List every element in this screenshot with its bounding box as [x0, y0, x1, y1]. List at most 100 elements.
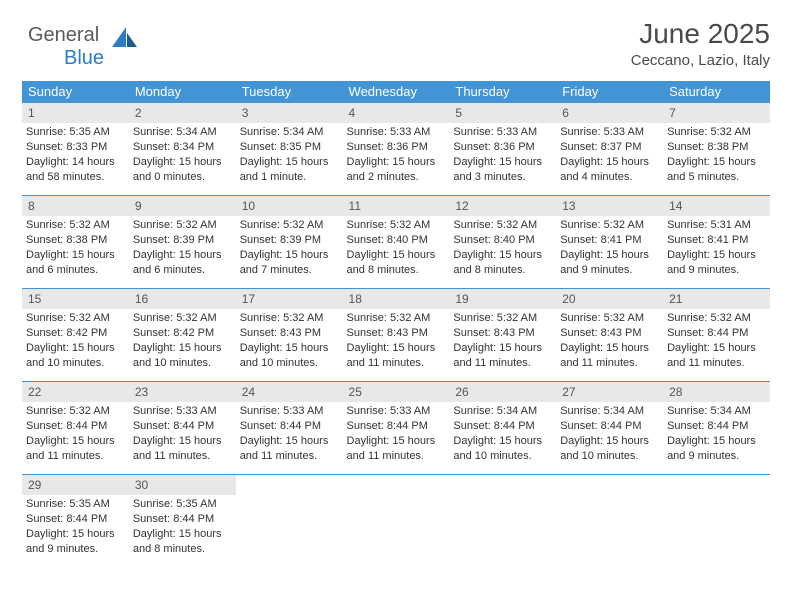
daylight-line: Daylight: 15 hours and 8 minutes.: [347, 248, 446, 278]
day-number: 17: [236, 289, 343, 309]
calendar-day-cell: 12Sunrise: 5:32 AMSunset: 8:40 PMDayligh…: [449, 196, 556, 289]
sunrise-line: Sunrise: 5:35 AM: [133, 497, 232, 512]
sunrise-line: Sunrise: 5:35 AM: [26, 497, 125, 512]
daylight-line: Daylight: 15 hours and 11 minutes.: [26, 434, 125, 464]
day-number: 4: [343, 103, 450, 123]
daylight-line: Daylight: 15 hours and 10 minutes.: [240, 341, 339, 371]
sunset-line: Sunset: 8:42 PM: [26, 326, 125, 341]
brand-line2: Blue: [64, 47, 104, 69]
day-details: Sunrise: 5:32 AMSunset: 8:43 PMDaylight:…: [343, 311, 450, 374]
calendar-week-row: 22Sunrise: 5:32 AMSunset: 8:44 PMDayligh…: [22, 382, 770, 475]
calendar-day-cell: 26Sunrise: 5:34 AMSunset: 8:44 PMDayligh…: [449, 382, 556, 475]
day-number: 5: [449, 103, 556, 123]
sunset-line: Sunset: 8:41 PM: [667, 233, 766, 248]
weekday-header: Friday: [556, 81, 663, 103]
daylight-line: Daylight: 15 hours and 10 minutes.: [26, 341, 125, 371]
calendar-week-row: 1Sunrise: 5:35 AMSunset: 8:33 PMDaylight…: [22, 103, 770, 196]
sunset-line: Sunset: 8:42 PM: [133, 326, 232, 341]
day-number: 24: [236, 382, 343, 402]
day-details: Sunrise: 5:34 AMSunset: 8:44 PMDaylight:…: [449, 404, 556, 467]
day-number: 18: [343, 289, 450, 309]
sunrise-line: Sunrise: 5:33 AM: [453, 125, 552, 140]
calendar-day-cell: 5 Sunrise: 5:33 AMSunset: 8:36 PMDaylight…: [449, 103, 556, 196]
sunset-line: Sunset: 8:44 PM: [26, 419, 125, 434]
calendar-day-cell: 21Sunrise: 5:32 AMSunset: 8:44 PMDayligh…: [663, 289, 770, 382]
daylight-line: Daylight: 15 hours and 10 minutes.: [133, 341, 232, 371]
sunrise-line: Sunrise: 5:34 AM: [560, 404, 659, 419]
day-number: 2: [129, 103, 236, 123]
sunset-line: Sunset: 8:38 PM: [667, 140, 766, 155]
sunset-line: Sunset: 8:39 PM: [240, 233, 339, 248]
day-number: 10: [236, 196, 343, 216]
day-details: Sunrise: 5:35 AMSunset: 8:44 PMDaylight:…: [129, 497, 236, 560]
day-details: Sunrise: 5:32 AMSunset: 8:42 PMDaylight:…: [129, 311, 236, 374]
sunrise-line: Sunrise: 5:32 AM: [133, 311, 232, 326]
calendar-day-cell: [236, 475, 343, 568]
day-number: 27: [556, 382, 663, 402]
weekday-header: Wednesday: [343, 81, 450, 103]
sunset-line: Sunset: 8:44 PM: [133, 512, 232, 527]
sunrise-line: Sunrise: 5:32 AM: [26, 404, 125, 419]
brand-sail-icon: [112, 27, 138, 49]
daylight-line: Daylight: 15 hours and 3 minutes.: [453, 155, 552, 185]
sunrise-line: Sunrise: 5:32 AM: [26, 218, 125, 233]
sunrise-line: Sunrise: 5:32 AM: [667, 125, 766, 140]
day-details: Sunrise: 5:32 AMSunset: 8:43 PMDaylight:…: [236, 311, 343, 374]
day-number: 25: [343, 382, 450, 402]
daylight-line: Daylight: 15 hours and 7 minutes.: [240, 248, 339, 278]
calendar-day-cell: [556, 475, 663, 568]
daylight-line: Daylight: 15 hours and 4 minutes.: [560, 155, 659, 185]
day-details: Sunrise: 5:32 AMSunset: 8:40 PMDaylight:…: [343, 218, 450, 281]
sunrise-line: Sunrise: 5:33 AM: [347, 125, 446, 140]
daylight-line: Daylight: 15 hours and 9 minutes.: [667, 248, 766, 278]
calendar-day-cell: 13Sunrise: 5:32 AMSunset: 8:41 PMDayligh…: [556, 196, 663, 289]
day-number: 15: [22, 289, 129, 309]
daylight-line: Daylight: 15 hours and 2 minutes.: [347, 155, 446, 185]
daylight-line: Daylight: 15 hours and 10 minutes.: [560, 434, 659, 464]
sunrise-line: Sunrise: 5:32 AM: [560, 218, 659, 233]
sunrise-line: Sunrise: 5:32 AM: [453, 311, 552, 326]
sunset-line: Sunset: 8:44 PM: [667, 419, 766, 434]
day-number: 3: [236, 103, 343, 123]
page-location: Ceccano, Lazio, Italy: [22, 52, 770, 69]
daylight-line: Daylight: 14 hours and 58 minutes.: [26, 155, 125, 185]
sunrise-line: Sunrise: 5:34 AM: [240, 125, 339, 140]
weekday-header: Sunday: [22, 81, 129, 103]
day-number: 8: [22, 196, 129, 216]
calendar-week-row: 8Sunrise: 5:32 AMSunset: 8:38 PMDaylight…: [22, 196, 770, 289]
sunset-line: Sunset: 8:44 PM: [133, 419, 232, 434]
day-details: Sunrise: 5:32 AMSunset: 8:41 PMDaylight:…: [556, 218, 663, 281]
sunset-line: Sunset: 8:44 PM: [453, 419, 552, 434]
day-number: 14: [663, 196, 770, 216]
daylight-line: Daylight: 15 hours and 11 minutes.: [347, 434, 446, 464]
calendar-day-cell: 11Sunrise: 5:32 AMSunset: 8:40 PMDayligh…: [343, 196, 450, 289]
day-details: Sunrise: 5:33 AMSunset: 8:44 PMDaylight:…: [129, 404, 236, 467]
sunset-line: Sunset: 8:36 PM: [453, 140, 552, 155]
sunset-line: Sunset: 8:35 PM: [240, 140, 339, 155]
calendar-day-cell: [449, 475, 556, 568]
calendar-table: Sunday Monday Tuesday Wednesday Thursday…: [22, 81, 770, 568]
sunset-line: Sunset: 8:34 PM: [133, 140, 232, 155]
daylight-line: Daylight: 15 hours and 6 minutes.: [26, 248, 125, 278]
sunrise-line: Sunrise: 5:32 AM: [240, 311, 339, 326]
sunset-line: Sunset: 8:37 PM: [560, 140, 659, 155]
daylight-line: Daylight: 15 hours and 11 minutes.: [667, 341, 766, 371]
day-number: 11: [343, 196, 450, 216]
calendar-day-cell: 28Sunrise: 5:34 AMSunset: 8:44 PMDayligh…: [663, 382, 770, 475]
day-number: 26: [449, 382, 556, 402]
sunset-line: Sunset: 8:43 PM: [347, 326, 446, 341]
weekday-header: Tuesday: [236, 81, 343, 103]
calendar-day-cell: 27Sunrise: 5:34 AMSunset: 8:44 PMDayligh…: [556, 382, 663, 475]
day-number: 21: [663, 289, 770, 309]
sunrise-line: Sunrise: 5:33 AM: [560, 125, 659, 140]
daylight-line: Daylight: 15 hours and 8 minutes.: [453, 248, 552, 278]
sunrise-line: Sunrise: 5:32 AM: [26, 311, 125, 326]
day-details: Sunrise: 5:31 AMSunset: 8:41 PMDaylight:…: [663, 218, 770, 281]
day-number: 16: [129, 289, 236, 309]
sunrise-line: Sunrise: 5:32 AM: [240, 218, 339, 233]
day-details: Sunrise: 5:32 AMSunset: 8:42 PMDaylight:…: [22, 311, 129, 374]
calendar-week-row: 29Sunrise: 5:35 AMSunset: 8:44 PMDayligh…: [22, 475, 770, 568]
day-details: Sunrise: 5:34 AMSunset: 8:34 PMDaylight:…: [129, 125, 236, 188]
day-number: 23: [129, 382, 236, 402]
day-details: Sunrise: 5:32 AMSunset: 8:38 PMDaylight:…: [663, 125, 770, 188]
